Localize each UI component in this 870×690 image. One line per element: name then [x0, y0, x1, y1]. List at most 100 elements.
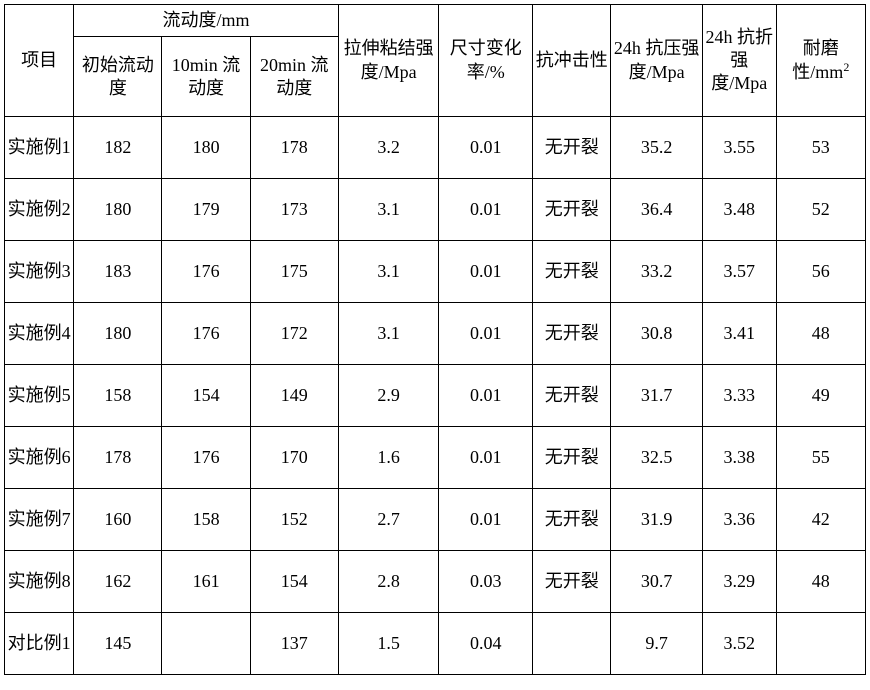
cell-compressive: 35.2 — [611, 117, 703, 179]
data-table: 项目 流动度/mm 拉伸粘结强度/Mpa 尺寸变化率/% 抗冲击性 24h 抗压… — [4, 4, 866, 675]
cell-impact: 无开裂 — [533, 179, 611, 241]
header-dimension: 尺寸变化率/% — [439, 5, 533, 117]
cell-fluidity-initial: 160 — [74, 489, 162, 551]
cell-compressive: 31.7 — [611, 365, 703, 427]
cell-fluidity-initial: 183 — [74, 241, 162, 303]
table-body: 实施例11821801783.20.01无开裂35.23.5553实施例2180… — [5, 117, 866, 675]
cell-fluidity-20min: 152 — [250, 489, 338, 551]
cell-dimension: 0.03 — [439, 551, 533, 613]
cell-wear: 55 — [776, 427, 865, 489]
cell-compressive: 30.7 — [611, 551, 703, 613]
cell-flexural: 3.33 — [702, 365, 776, 427]
cell-tensile: 2.8 — [338, 551, 439, 613]
cell-dimension: 0.01 — [439, 365, 533, 427]
cell-compressive: 32.5 — [611, 427, 703, 489]
cell-fluidity-20min: 149 — [250, 365, 338, 427]
cell-fluidity-initial: 182 — [74, 117, 162, 179]
cell-fluidity-10min: 180 — [162, 117, 250, 179]
cell-fluidity-initial: 180 — [74, 179, 162, 241]
cell-fluidity-10min: 179 — [162, 179, 250, 241]
cell-wear: 56 — [776, 241, 865, 303]
cell-wear: 48 — [776, 551, 865, 613]
cell-dimension: 0.01 — [439, 489, 533, 551]
table-row: 实施例11821801783.20.01无开裂35.23.5553 — [5, 117, 866, 179]
cell-project: 实施例8 — [5, 551, 74, 613]
cell-flexural: 3.36 — [702, 489, 776, 551]
header-project: 项目 — [5, 5, 74, 117]
cell-compressive: 33.2 — [611, 241, 703, 303]
cell-impact: 无开裂 — [533, 489, 611, 551]
cell-tensile: 3.1 — [338, 241, 439, 303]
header-compressive: 24h 抗压强度/Mpa — [611, 5, 703, 117]
table-row: 实施例31831761753.10.01无开裂33.23.5756 — [5, 241, 866, 303]
cell-fluidity-20min: 175 — [250, 241, 338, 303]
cell-dimension: 0.01 — [439, 241, 533, 303]
cell-fluidity-20min: 137 — [250, 613, 338, 675]
cell-impact: 无开裂 — [533, 427, 611, 489]
cell-impact: 无开裂 — [533, 241, 611, 303]
cell-impact — [533, 613, 611, 675]
cell-flexural: 3.52 — [702, 613, 776, 675]
cell-dimension: 0.01 — [439, 427, 533, 489]
cell-project: 实施例2 — [5, 179, 74, 241]
table-row: 对比例11451371.50.049.73.52 — [5, 613, 866, 675]
cell-project: 实施例6 — [5, 427, 74, 489]
table-row: 实施例21801791733.10.01无开裂36.43.4852 — [5, 179, 866, 241]
cell-fluidity-10min: 154 — [162, 365, 250, 427]
header-fluidity-20min: 20min 流动度 — [250, 37, 338, 117]
cell-tensile: 2.7 — [338, 489, 439, 551]
cell-flexural: 3.55 — [702, 117, 776, 179]
cell-wear: 52 — [776, 179, 865, 241]
cell-fluidity-20min: 173 — [250, 179, 338, 241]
cell-project: 实施例7 — [5, 489, 74, 551]
cell-dimension: 0.04 — [439, 613, 533, 675]
cell-tensile: 1.6 — [338, 427, 439, 489]
header-wear-text: 耐磨性/mm — [792, 38, 843, 82]
cell-impact: 无开裂 — [533, 551, 611, 613]
cell-fluidity-initial: 180 — [74, 303, 162, 365]
cell-wear: 53 — [776, 117, 865, 179]
table-row: 实施例51581541492.90.01无开裂31.73.3349 — [5, 365, 866, 427]
cell-project: 实施例5 — [5, 365, 74, 427]
cell-wear: 48 — [776, 303, 865, 365]
cell-fluidity-20min: 154 — [250, 551, 338, 613]
cell-tensile: 3.2 — [338, 117, 439, 179]
cell-compressive: 9.7 — [611, 613, 703, 675]
cell-dimension: 0.01 — [439, 303, 533, 365]
cell-flexural: 3.48 — [702, 179, 776, 241]
cell-fluidity-10min: 161 — [162, 551, 250, 613]
cell-project: 对比例1 — [5, 613, 74, 675]
cell-impact: 无开裂 — [533, 303, 611, 365]
header-tensile: 拉伸粘结强度/Mpa — [338, 5, 439, 117]
cell-fluidity-10min: 176 — [162, 241, 250, 303]
cell-impact: 无开裂 — [533, 365, 611, 427]
cell-project: 实施例1 — [5, 117, 74, 179]
cell-fluidity-initial: 145 — [74, 613, 162, 675]
header-flexural: 24h 抗折强度/Mpa — [702, 5, 776, 117]
cell-compressive: 36.4 — [611, 179, 703, 241]
cell-wear: 49 — [776, 365, 865, 427]
cell-dimension: 0.01 — [439, 117, 533, 179]
cell-tensile: 2.9 — [338, 365, 439, 427]
header-fluidity-initial: 初始流动度 — [74, 37, 162, 117]
table-row: 实施例61781761701.60.01无开裂32.53.3855 — [5, 427, 866, 489]
table-row: 实施例41801761723.10.01无开裂30.83.4148 — [5, 303, 866, 365]
cell-project: 实施例4 — [5, 303, 74, 365]
table-row: 实施例71601581522.70.01无开裂31.93.3642 — [5, 489, 866, 551]
cell-impact: 无开裂 — [533, 117, 611, 179]
cell-flexural: 3.38 — [702, 427, 776, 489]
cell-flexural: 3.41 — [702, 303, 776, 365]
cell-fluidity-initial: 158 — [74, 365, 162, 427]
cell-fluidity-10min — [162, 613, 250, 675]
cell-fluidity-initial: 162 — [74, 551, 162, 613]
header-wear-sup: 2 — [843, 60, 849, 74]
header-fluidity-group: 流动度/mm — [74, 5, 339, 37]
cell-wear — [776, 613, 865, 675]
cell-flexural: 3.57 — [702, 241, 776, 303]
cell-fluidity-10min: 176 — [162, 303, 250, 365]
cell-fluidity-20min: 170 — [250, 427, 338, 489]
cell-fluidity-20min: 172 — [250, 303, 338, 365]
cell-wear: 42 — [776, 489, 865, 551]
header-fluidity-10min: 10min 流动度 — [162, 37, 250, 117]
cell-project: 实施例3 — [5, 241, 74, 303]
